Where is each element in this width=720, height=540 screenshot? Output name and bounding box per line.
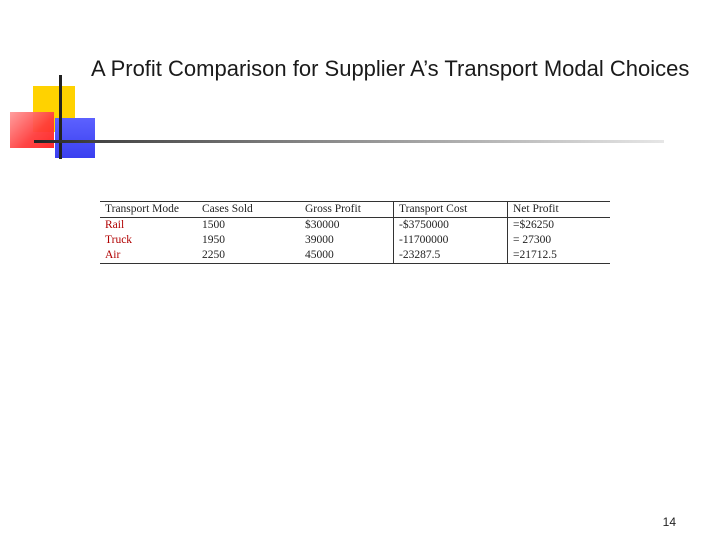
table-cell-cases-sold: 1950 <box>202 234 225 246</box>
table-cell-transport-mode: Air <box>100 248 197 264</box>
profit-comparison-table: Transport Mode Cases Sold Gross Profit T… <box>100 201 610 264</box>
title-underline-divider <box>34 140 664 143</box>
table-cell-net-profit: =$26250 <box>507 217 610 233</box>
table-row: Air 2250 45000 -23287.5 =21712.5 <box>100 248 610 264</box>
table-cell-gross-profit: 39000 <box>305 234 334 246</box>
table-cell-net-profit: = 27300 <box>507 233 610 248</box>
table-row: Rail 1500 $30000 -$3750000 =$26250 <box>100 217 610 233</box>
slide-title: A Profit Comparison for Supplier A’s Tra… <box>91 56 690 81</box>
column-header-gross-profit: Gross Profit <box>300 201 394 218</box>
table-cell-cases-sold: 1500 <box>202 219 225 231</box>
page-number: 14 <box>662 515 676 529</box>
table-cell-transport-cost: -11700000 <box>393 233 508 248</box>
table-cell-gross-profit: 45000 <box>300 248 394 264</box>
table-cell-transport-mode: Truck <box>105 234 133 246</box>
table-cell-transport-cost: -$3750000 <box>393 217 508 233</box>
table-cell-cases-sold: 2250 <box>197 248 300 264</box>
table-row: Truck 1950 39000 -11700000 = 27300 <box>100 233 610 248</box>
column-header-cases-sold: Cases Sold <box>197 201 300 218</box>
table-cell-transport-cost: -23287.5 <box>393 248 508 264</box>
decorative-vertical-line <box>59 75 62 159</box>
table-cell-transport-mode: Rail <box>105 219 125 231</box>
table-header-row: Transport Mode Cases Sold Gross Profit T… <box>100 201 610 218</box>
table-cell-gross-profit: $30000 <box>305 219 340 231</box>
column-header-net-profit: Net Profit <box>507 201 610 218</box>
table-cell-net-profit: =21712.5 <box>507 248 610 264</box>
column-header-transport-mode: Transport Mode <box>100 201 197 218</box>
column-header-transport-cost: Transport Cost <box>393 201 508 218</box>
